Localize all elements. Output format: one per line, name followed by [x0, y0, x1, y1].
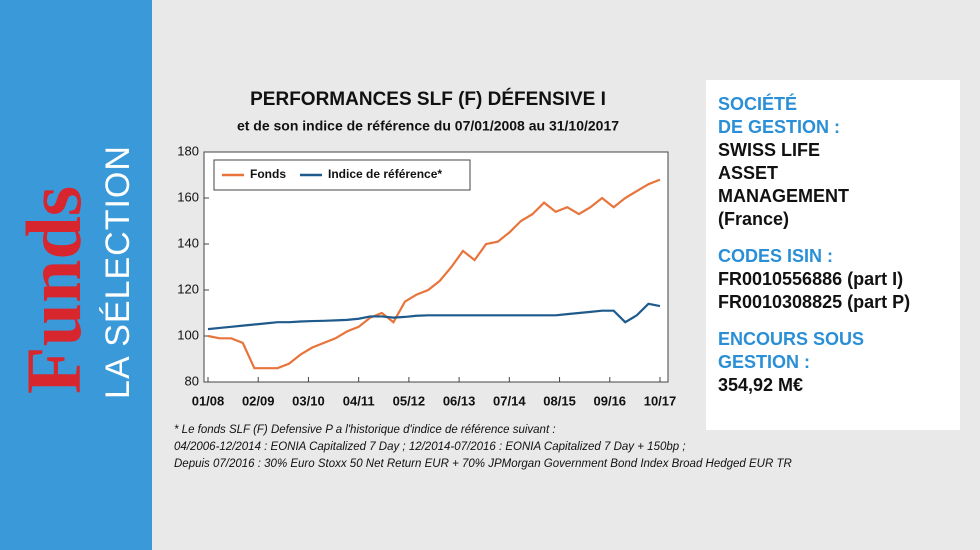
- info-card: [706, 80, 960, 430]
- x-tick-label: 06/13: [443, 393, 476, 408]
- x-tick-label: 08/15: [543, 393, 576, 408]
- info-management: (France): [718, 209, 789, 229]
- x-tick-label: 02/09: [242, 393, 275, 408]
- info-management: MANAGEMENT: [718, 186, 849, 206]
- y-tick-label: 120: [177, 281, 199, 296]
- info-isin: FR0010556886 (part I): [718, 269, 903, 289]
- info-management-heading: SOCIÉTÉ: [718, 93, 797, 114]
- series-line: [207, 302, 661, 331]
- x-tick-label: 09/16: [594, 393, 627, 408]
- x-tick-label: 01/08: [192, 393, 225, 408]
- info-management: ASSET: [718, 163, 778, 183]
- chart-title: PERFORMANCES SLF (F) DÉFENSIVE I: [250, 88, 606, 110]
- info-management: SWISS LIFE: [718, 140, 820, 160]
- info-aum-heading: GESTION :: [718, 352, 810, 372]
- footnote: 04/2006-12/2014 : EONIA Capitalized 7 Da…: [174, 441, 686, 453]
- y-tick-label: 180: [177, 143, 199, 158]
- x-tick-label: 04/11: [343, 393, 375, 408]
- legend-label: Fonds: [250, 167, 286, 181]
- series-line: [207, 178, 661, 370]
- x-tick-label: 07/14: [493, 393, 526, 408]
- y-tick-label: 160: [177, 189, 199, 204]
- x-tick-label: 03/10: [292, 393, 325, 408]
- sidebar-subtitle: LA SÉLECTION: [99, 145, 137, 399]
- footnote: * Le fonds SLF (F) Defensive P a l'histo…: [174, 424, 556, 436]
- brand: Funds: [10, 186, 97, 394]
- x-tick-label: 10/17: [644, 393, 677, 408]
- y-tick-label: 80: [185, 373, 199, 388]
- footnote: Depuis 07/2016 : 30% Euro Stoxx 50 Net R…: [174, 458, 792, 470]
- y-tick-label: 100: [177, 327, 199, 342]
- info-isin: FR0010308825 (part P): [718, 292, 910, 312]
- y-tick-label: 140: [177, 235, 199, 250]
- legend-box: [213, 159, 471, 191]
- info-aum: 354,92 M€: [718, 375, 803, 395]
- chart-subtitle: et de son indice de référence du 07/01/2…: [237, 118, 619, 134]
- x-tick-label: 05/12: [393, 393, 426, 408]
- legend-label: Indice de référence*: [328, 167, 442, 181]
- info-aum-heading: ENCOURS SOUS: [718, 329, 864, 349]
- info-isin-heading: CODES ISIN :: [718, 246, 833, 266]
- sidebar: [0, 0, 152, 550]
- info-management-heading: DE GESTION :: [718, 117, 840, 137]
